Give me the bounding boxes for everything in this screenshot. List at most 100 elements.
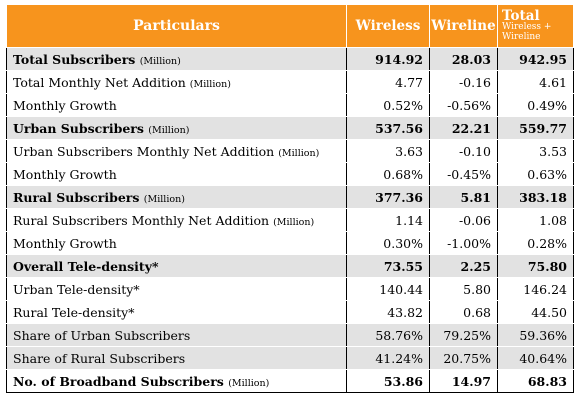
row-unit: (Million) [189, 78, 231, 90]
cell-total: 146.24 [497, 277, 574, 301]
cell-wireless: 4.77 [346, 70, 430, 94]
cell-wireline: 2.25 [429, 254, 498, 278]
table-row: Urban Subscribers (Million) 537.56 22.21… [6, 116, 574, 140]
row-unit: (Million) [148, 124, 190, 136]
cell-wireless: 1.14 [346, 208, 430, 232]
cell-total: 0.28% [497, 231, 574, 255]
cell-wireless: 914.92 [346, 47, 430, 71]
row-label: Monthly Growth [6, 93, 347, 117]
row-unit: (Million) [273, 216, 315, 228]
cell-total: 4.61 [497, 70, 574, 94]
row-label: Share of Urban Subscribers [6, 323, 347, 347]
cell-wireline: 5.80 [429, 277, 498, 301]
row-label-text: Rural Subscribers [13, 189, 140, 205]
cell-wireless: 377.36 [346, 185, 430, 209]
table-row: Monthly Growth 0.30% -1.00% 0.28% [6, 231, 574, 255]
subscriber-table-container: Particulars Wireless Wireline Total Wire… [6, 4, 574, 393]
header-wireline: Wireline [429, 4, 498, 48]
cell-wireline: -0.16 [429, 70, 498, 94]
cell-total: 75.80 [497, 254, 574, 278]
cell-wireline: -0.45% [429, 162, 498, 186]
header-row: Particulars Wireless Wireline Total Wire… [6, 4, 574, 48]
cell-total: 40.64% [497, 346, 574, 370]
cell-wireless: 53.86 [346, 369, 430, 393]
table-row: Urban Tele-density* 140.44 5.80 146.24 [6, 277, 574, 301]
row-unit: (Million) [278, 147, 320, 159]
cell-total: 383.18 [497, 185, 574, 209]
table-row: Rural Tele-density* 43.82 0.68 44.50 [6, 300, 574, 324]
row-label: Monthly Growth [6, 231, 347, 255]
cell-wireless: 537.56 [346, 116, 430, 140]
row-label-text: Share of Urban Subscribers [13, 327, 191, 343]
cell-total: 3.53 [497, 139, 574, 163]
cell-total: 559.77 [497, 116, 574, 140]
table-row: Rural Subscribers Monthly Net Addition (… [6, 208, 574, 232]
cell-wireline: 79.25% [429, 323, 498, 347]
cell-wireline: 14.97 [429, 369, 498, 393]
row-label-text: No. of Broadband Subscribers [13, 373, 224, 389]
cell-total: 44.50 [497, 300, 574, 324]
row-label-text: Urban Tele-density* [13, 281, 140, 297]
row-unit: (Million) [139, 55, 181, 67]
row-label: Rural Subscribers Monthly Net Addition (… [6, 208, 347, 232]
row-label: Rural Subscribers (Million) [6, 185, 347, 209]
header-total: Total Wireless + Wireline [497, 4, 574, 48]
row-label: Overall Tele-density* [6, 254, 347, 278]
row-label-text: Rural Subscribers Monthly Net Addition [13, 212, 270, 228]
cell-wireless: 41.24% [346, 346, 430, 370]
cell-wireless: 73.55 [346, 254, 430, 278]
table-row: Total Monthly Net Addition (Million) 4.7… [6, 70, 574, 94]
row-unit: (Million) [228, 377, 270, 389]
cell-wireline: -0.06 [429, 208, 498, 232]
cell-wireline: -0.10 [429, 139, 498, 163]
table-header: Particulars Wireless Wireline Total Wire… [6, 4, 574, 48]
row-label: Urban Subscribers Monthly Net Addition (… [6, 139, 347, 163]
row-label: Share of Rural Subscribers [6, 346, 347, 370]
header-total-label: Total [502, 7, 540, 24]
cell-wireline: 22.21 [429, 116, 498, 140]
row-label: Total Subscribers (Million) [6, 47, 347, 71]
row-label: Rural Tele-density* [6, 300, 347, 324]
row-label-text: Total Monthly Net Addition [13, 74, 186, 90]
table-row: Overall Tele-density* 73.55 2.25 75.80 [6, 254, 574, 278]
row-label: Monthly Growth [6, 162, 347, 186]
table-row: Monthly Growth 0.68% -0.45% 0.63% [6, 162, 574, 186]
cell-total: 59.36% [497, 323, 574, 347]
cell-wireline: -0.56% [429, 93, 498, 117]
cell-wireless: 0.68% [346, 162, 430, 186]
row-label: No. of Broadband Subscribers (Million) [6, 369, 347, 393]
row-label-text: Share of Rural Subscribers [13, 350, 186, 366]
cell-total: 1.08 [497, 208, 574, 232]
cell-wireline: 0.68 [429, 300, 498, 324]
table-body: Total Subscribers (Million) 914.92 28.03… [6, 47, 574, 393]
cell-wireless: 3.63 [346, 139, 430, 163]
row-label-text: Monthly Growth [13, 166, 117, 182]
table-row: Urban Subscribers Monthly Net Addition (… [6, 139, 574, 163]
table-row: Rural Subscribers (Million) 377.36 5.81 … [6, 185, 574, 209]
cell-wireless: 0.30% [346, 231, 430, 255]
table-row: Share of Urban Subscribers 58.76% 79.25%… [6, 323, 574, 347]
cell-wireless: 43.82 [346, 300, 430, 324]
cell-wireless: 0.52% [346, 93, 430, 117]
row-label-text: Monthly Growth [13, 97, 117, 113]
row-label: Urban Subscribers (Million) [6, 116, 347, 140]
row-label-text: Urban Subscribers [13, 120, 144, 136]
row-label-text: Monthly Growth [13, 235, 117, 251]
header-wireless: Wireless [346, 4, 430, 48]
cell-wireline: -1.00% [429, 231, 498, 255]
row-unit: (Million) [143, 193, 185, 205]
cell-wireless: 58.76% [346, 323, 430, 347]
cell-total: 0.49% [497, 93, 574, 117]
header-particulars: Particulars [6, 4, 347, 48]
table-row: Monthly Growth 0.52% -0.56% 0.49% [6, 93, 574, 117]
cell-wireline: 28.03 [429, 47, 498, 71]
cell-total: 0.63% [497, 162, 574, 186]
table-row: No. of Broadband Subscribers (Million) 5… [6, 369, 574, 393]
row-label-text: Urban Subscribers Monthly Net Addition [13, 143, 275, 159]
cell-wireless: 140.44 [346, 277, 430, 301]
header-total-sublabel: Wireless + Wireline [502, 21, 552, 42]
cell-wireline: 20.75% [429, 346, 498, 370]
cell-wireline: 5.81 [429, 185, 498, 209]
table-row: Total Subscribers (Million) 914.92 28.03… [6, 47, 574, 71]
row-label-text: Total Subscribers [13, 51, 136, 67]
